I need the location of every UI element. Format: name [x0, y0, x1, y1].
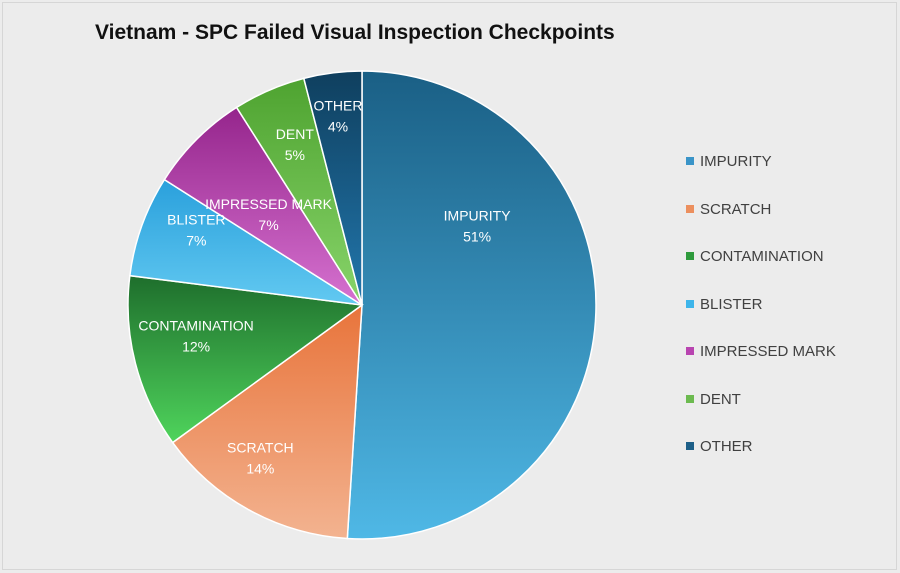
legend-label: CONTAMINATION — [700, 248, 824, 265]
pie-slice-other — [302, 70, 363, 306]
data-label-category-blister: BLISTER — [167, 211, 225, 227]
legend-label: SCRATCH — [700, 200, 772, 218]
legend-item-blister: BLISTER — [686, 296, 836, 318]
data-label-value-impressed-mark: 7% — [258, 217, 278, 233]
data-label-category-other: OTHER — [313, 98, 362, 114]
data-label-category-scratch: SCRATCH — [227, 440, 294, 456]
chart-title: Vietnam - SPC Failed Visual Inspection C… — [95, 21, 615, 44]
legend-item-scratch: SCRATCH — [686, 201, 836, 223]
legend-swatch — [686, 299, 694, 308]
legend-swatch — [686, 394, 694, 403]
pie-data-labels: IMPURITY 51% SCRATCH 14% CONTAMINATION 12% BLI… — [138, 98, 511, 477]
pie-slice-scratch — [171, 303, 363, 540]
data-label-value-impurity: 51% — [463, 229, 491, 245]
data-label-value-other: 4% — [328, 119, 348, 135]
pie-slice-impressed-mark — [163, 106, 363, 306]
pie-slices — [127, 70, 597, 540]
data-label-category-contamination: CONTAMINATION — [138, 317, 253, 333]
legend: IMPURITY SCRATCH CONTAMINATION BLISTER IMPRE… — [686, 153, 836, 486]
legend-label: BLISTER — [700, 295, 763, 313]
legend-swatch — [686, 347, 694, 356]
pie-slice-contamination — [127, 274, 364, 444]
legend-item-other: OTHER — [686, 438, 836, 460]
data-label-category-impurity: IMPURITY — [444, 208, 512, 224]
legend-item-contamination: CONTAMINATION — [686, 248, 836, 270]
legend-swatch — [686, 204, 694, 213]
legend-item-impurity: IMPURITY — [686, 153, 836, 175]
pie-slice-impurity — [346, 70, 597, 540]
pie-chart: IMPURITY 51% SCRATCH 14% CONTAMINATION 12% BLI… — [127, 70, 597, 540]
legend-label: IMPRESSED MARK — [700, 343, 836, 360]
legend-swatch — [686, 252, 694, 261]
legend-item-dent: DENT — [686, 391, 836, 413]
legend-item-impressed-mark: IMPRESSED MARK — [686, 343, 836, 365]
data-label-value-scratch: 14% — [246, 461, 274, 477]
legend-label: IMPURITY — [700, 153, 772, 170]
data-label-category-impressed-mark: IMPRESSED MARK — [205, 196, 332, 212]
data-label-value-blister: 7% — [186, 232, 206, 248]
legend-swatch — [686, 442, 694, 451]
pie-slice-blister — [129, 178, 363, 306]
data-label-category-dent: DENT — [276, 126, 315, 142]
legend-swatch — [686, 157, 694, 166]
legend-label: OTHER — [700, 438, 753, 455]
data-label-value-dent: 5% — [285, 147, 305, 163]
data-label-value-contamination: 12% — [182, 338, 210, 354]
legend-label: DENT — [700, 390, 741, 408]
